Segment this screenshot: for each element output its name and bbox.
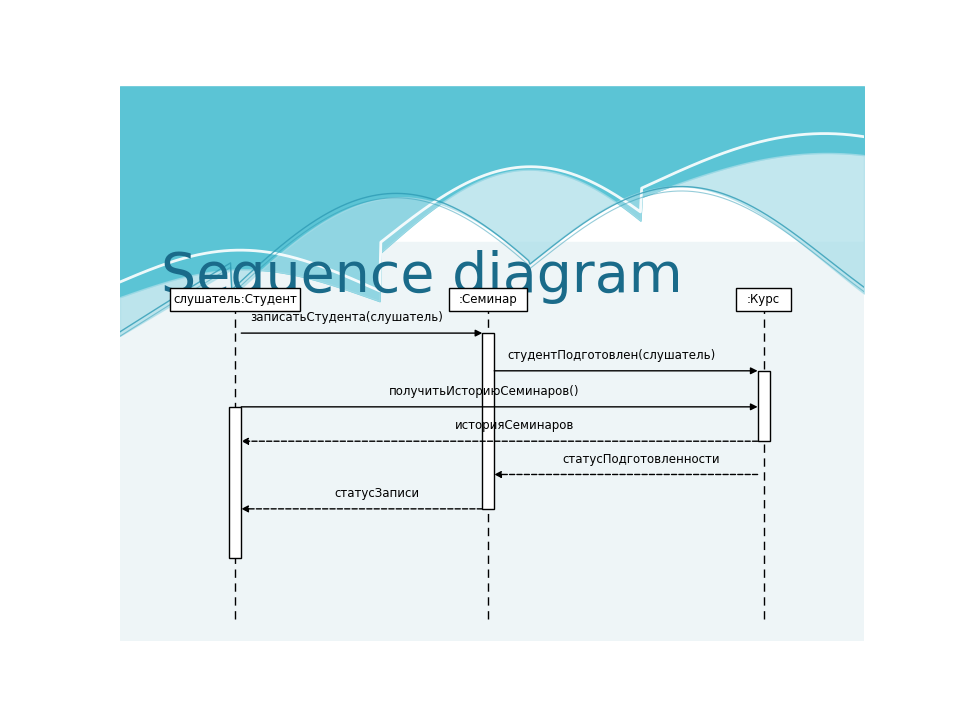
Text: студентПодготовлен(слушатель): студентПодготовлен(слушатель) <box>507 349 715 362</box>
Bar <box>120 242 864 641</box>
Text: записатьСтудента(слушатель): записатьСтудента(слушатель) <box>251 311 444 324</box>
Text: получитьИсториюСеминаров(): получитьИсториюСеминаров() <box>390 385 580 398</box>
Text: статусПодготовленности: статусПодготовленности <box>562 453 720 466</box>
Text: Sequence diagram: Sequence diagram <box>161 250 683 304</box>
Text: слушатель:Студент: слушатель:Студент <box>174 293 298 306</box>
Bar <box>449 288 527 312</box>
Bar <box>735 288 791 312</box>
Bar <box>170 288 300 312</box>
Bar <box>757 371 770 441</box>
Text: :Семинар: :Семинар <box>459 293 517 306</box>
Text: историяСеминаров: историяСеминаров <box>455 419 574 432</box>
Bar <box>229 407 241 557</box>
Text: :Курс: :Курс <box>747 293 780 306</box>
Text: статусЗаписи: статусЗаписи <box>334 487 420 500</box>
Bar <box>482 333 494 509</box>
